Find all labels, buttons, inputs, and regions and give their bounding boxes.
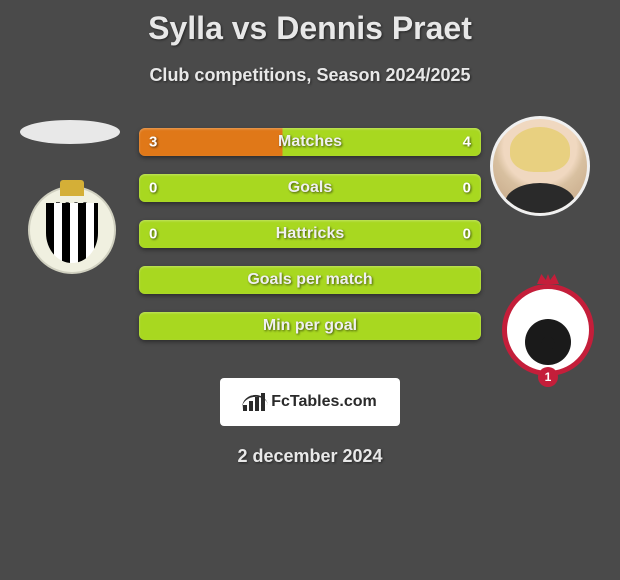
stat-left-value: 0 — [149, 226, 157, 243]
date-text: 2 december 2024 — [0, 446, 620, 467]
page-title: Sylla vs Dennis Praet — [0, 0, 620, 47]
stat-bar: 3 4 Matches — [139, 128, 481, 156]
club-badge-right-circle: 1 — [502, 284, 594, 376]
stat-bar: 0 0 Goals — [139, 174, 481, 202]
stat-bar: Min per goal — [139, 312, 481, 340]
stat-bar: 0 0 Hattricks — [139, 220, 481, 248]
stat-right-value: 0 — [463, 226, 471, 243]
stat-label: Goals per match — [247, 271, 372, 289]
stat-bar: Goals per match — [139, 266, 481, 294]
stat-label: Hattricks — [276, 225, 344, 243]
stat-right-value: 0 — [463, 180, 471, 197]
club-badge-right: 1 — [498, 266, 598, 394]
crown-icon — [537, 268, 559, 284]
ball-icon — [525, 319, 571, 365]
player-photo-right — [490, 116, 590, 216]
stat-right-value: 4 — [463, 134, 471, 151]
stat-label: Matches — [278, 133, 342, 151]
brand-box[interactable]: FcTables.com — [220, 378, 400, 426]
stat-left-value: 3 — [149, 134, 157, 151]
stat-label: Goals — [288, 179, 332, 197]
club-badge-left: R.C.S.C — [28, 186, 116, 274]
player-photo-left — [20, 120, 120, 144]
stat-label: Min per goal — [263, 317, 357, 335]
stats-area: R.C.S.C 1 34Matches00Goals00HattricksGoa… — [0, 128, 620, 340]
stat-bars: 3 4 Matches 0 0 Goals 0 0 Hattricks Goals per mat… — [139, 128, 481, 340]
bar-chart-icon — [243, 393, 265, 411]
club-badge-right-number: 1 — [538, 367, 558, 387]
stat-left-value: 0 — [149, 180, 157, 197]
brand-text: FcTables.com — [271, 393, 377, 411]
subtitle: Club competitions, Season 2024/2025 — [0, 65, 620, 86]
club-badge-left-stripes — [46, 203, 98, 263]
